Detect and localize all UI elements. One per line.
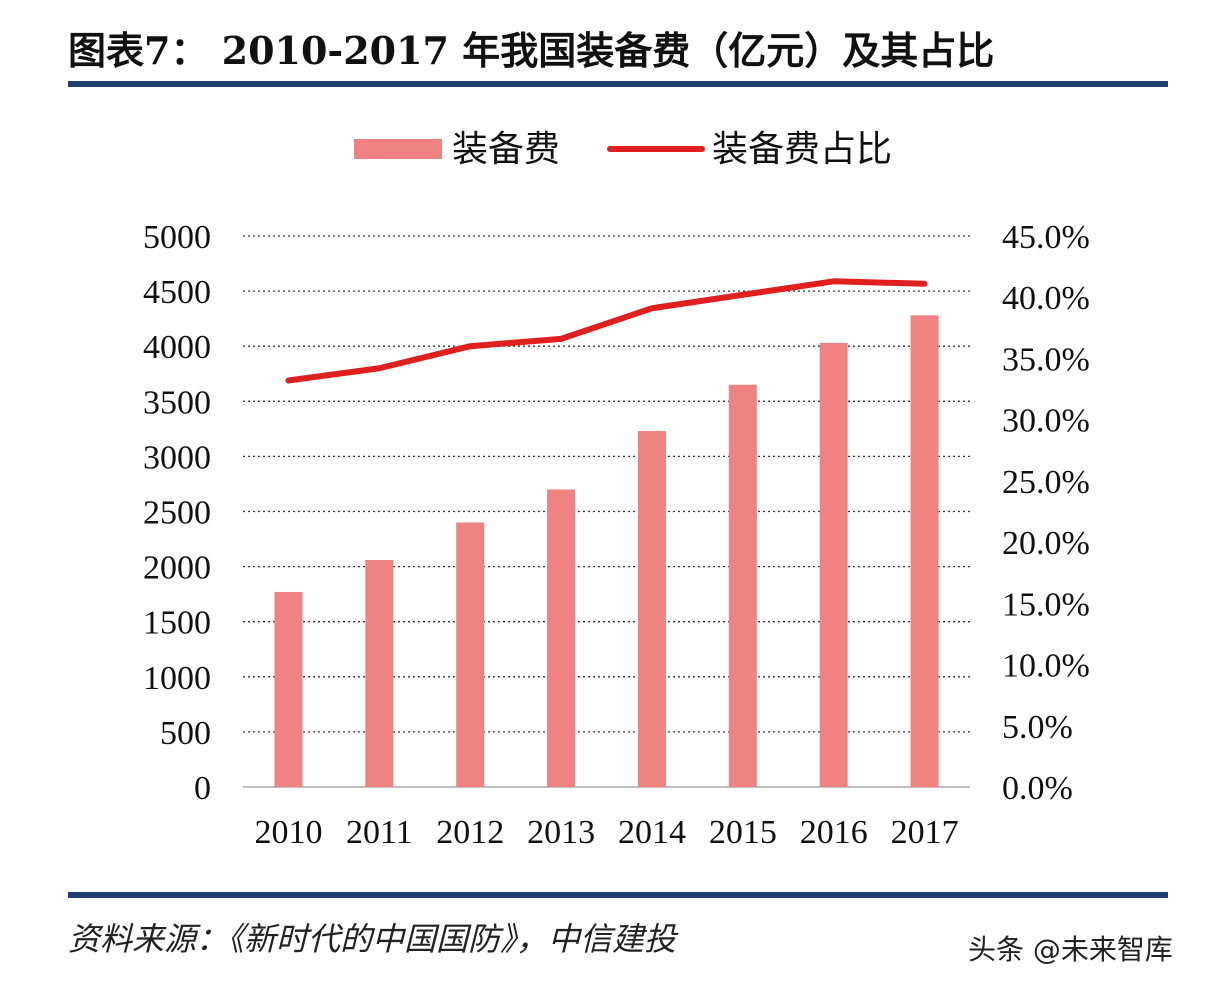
bar-2017 (910, 315, 939, 787)
y-right-tick-label: 35.0% (1002, 341, 1090, 378)
y-right-tick-label: 40.0% (1002, 280, 1090, 317)
y-right-tick-label: 25.0% (1002, 464, 1090, 501)
x-tick-label: 2015 (709, 814, 777, 851)
bar-2011 (365, 559, 394, 787)
y-left-tick-label: 500 (160, 715, 211, 752)
y-right-tick-label: 0.0% (1002, 770, 1073, 807)
y-left-tick-label: 0 (194, 770, 211, 807)
legend-label-bar: 装备费 (452, 129, 560, 170)
footer-rule (68, 892, 1168, 898)
y-right-tick-label: 5.0% (1002, 709, 1073, 746)
y-right-tick-label: 30.0% (1002, 403, 1090, 440)
line-series-share (285, 278, 928, 384)
bar-2013 (547, 489, 576, 787)
x-tick-label: 2011 (346, 814, 413, 851)
y-left-tick-label: 3500 (143, 384, 211, 421)
chart-title: 图表7： 2010-2017 年我国装备费（亿元）及其占比 (68, 28, 995, 73)
y-left-tick-label: 2500 (143, 495, 211, 532)
bar-2016 (819, 342, 848, 787)
bar-2015 (728, 384, 757, 787)
watermark: 头条 @未来智库 (968, 933, 1173, 966)
legend-label-line: 装备费占比 (712, 129, 892, 170)
y-left-tick-label: 1000 (143, 660, 211, 697)
y-left-tick-label: 2000 (143, 550, 211, 587)
y-left-tick-label: 5000 (143, 219, 211, 256)
header-rule (68, 81, 1168, 87)
y-left-tick-label: 4000 (143, 329, 211, 366)
x-tick-label: 2014 (618, 814, 686, 851)
y-left-tick-label: 4500 (143, 274, 211, 311)
x-tick-label: 2012 (436, 814, 504, 851)
y-right-tick-label: 20.0% (1002, 525, 1090, 562)
bar-2010 (274, 591, 303, 787)
y-left-tick-label: 3000 (143, 439, 211, 476)
y-right-tick-label: 45.0% (1002, 219, 1090, 256)
legend-swatch-bar (354, 139, 442, 159)
x-tick-label: 2013 (527, 814, 595, 851)
x-tick-label: 2017 (891, 814, 959, 851)
y-right-tick-label: 15.0% (1002, 586, 1090, 623)
bar-2014 (637, 431, 666, 787)
source-note: 资料来源：《新时代的中国国防》，中信建投 (68, 920, 677, 958)
combo-chart: 0 500 1000 1500 2000 2500 3000 3500 4000 4500 5000… (143, 129, 1090, 851)
y-left-tick-label: 1500 (143, 605, 211, 642)
x-tick-label: 2010 (254, 814, 322, 851)
bar-2012 (456, 522, 485, 787)
x-tick-label: 2016 (800, 814, 868, 851)
y-right-tick-label: 10.0% (1002, 648, 1090, 685)
